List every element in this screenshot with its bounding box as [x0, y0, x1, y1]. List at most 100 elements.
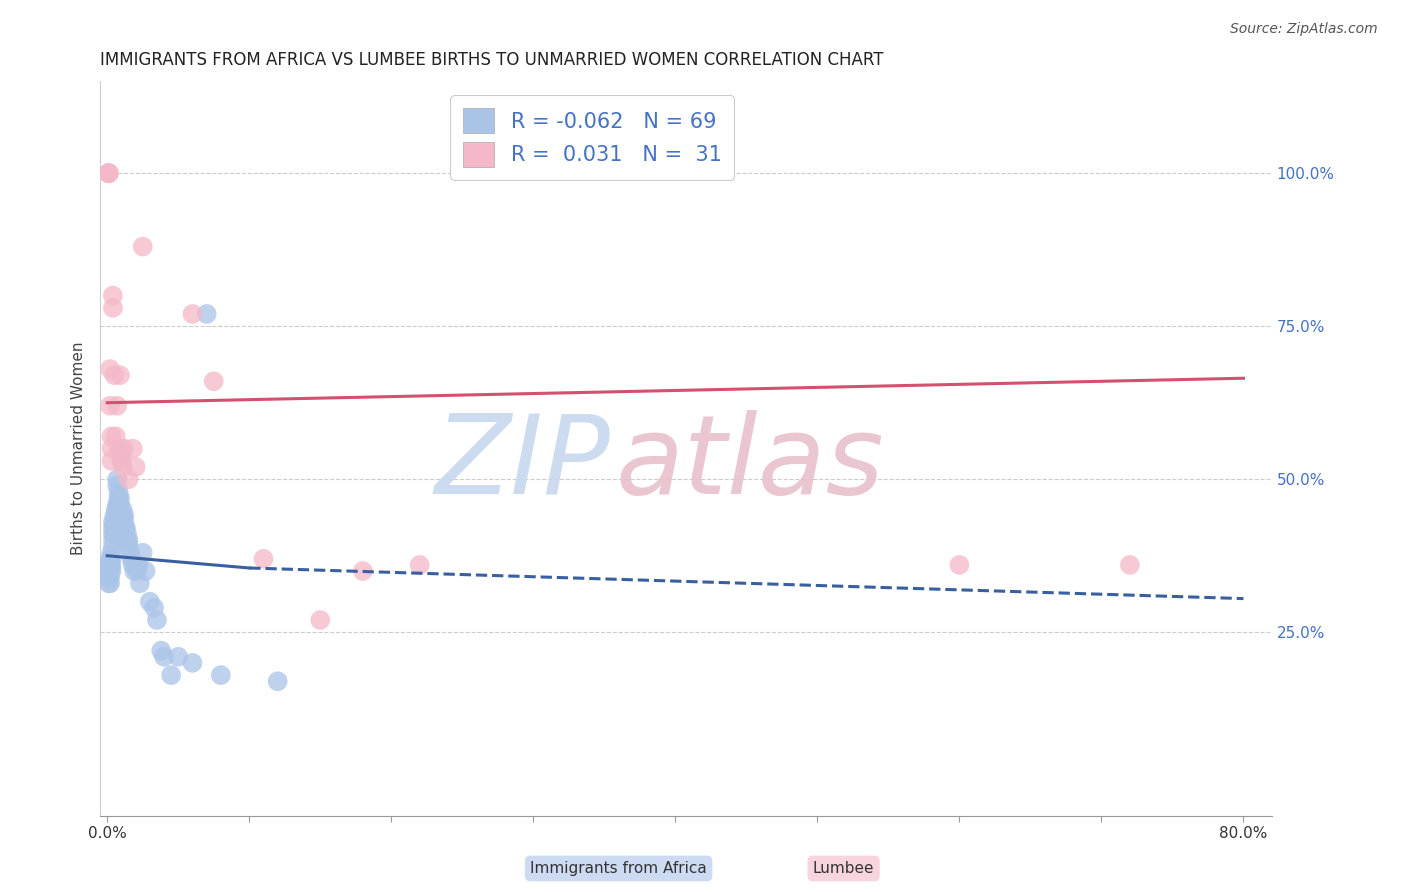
Point [100, 454, 122, 468]
Point [100, 546, 122, 560]
Text: Immigrants from Africa: Immigrants from Africa [530, 861, 707, 876]
Point [110, 454, 132, 468]
Point [111, 508, 134, 523]
Point [97, 576, 120, 591]
Point [948, 558, 970, 572]
Point [135, 564, 157, 578]
Point [1119, 558, 1142, 572]
Point [209, 668, 232, 682]
Point [153, 649, 176, 664]
Point [100, 429, 122, 443]
Point [132, 546, 155, 560]
Point [98, 551, 121, 566]
Point [98, 399, 121, 413]
Point [139, 595, 162, 609]
Point [104, 503, 127, 517]
Point [101, 533, 124, 548]
Point [115, 527, 138, 541]
Point [195, 307, 218, 321]
Point [97, 166, 120, 180]
Point [103, 368, 125, 383]
Point [97, 166, 120, 180]
Point [104, 508, 127, 523]
Point [107, 497, 129, 511]
Point [143, 600, 166, 615]
Point [352, 564, 374, 578]
Point [105, 472, 128, 486]
Point [108, 497, 131, 511]
Point [150, 643, 173, 657]
Point [120, 551, 142, 566]
Point [101, 527, 124, 541]
Point [100, 551, 122, 566]
Text: IMMIGRANTS FROM AFRICA VS LUMBEE BIRTHS TO UNMARRIED WOMEN CORRELATION CHART: IMMIGRANTS FROM AFRICA VS LUMBEE BIRTHS … [100, 51, 883, 69]
Point [112, 515, 135, 529]
Text: Source: ZipAtlas.com: Source: ZipAtlas.com [1230, 22, 1378, 37]
Point [132, 239, 155, 253]
Point [110, 442, 132, 456]
Point [101, 301, 124, 315]
Point [100, 564, 122, 578]
Text: atlas: atlas [616, 409, 884, 516]
Point [105, 503, 128, 517]
Point [114, 521, 136, 535]
Point [101, 288, 124, 302]
Point [103, 515, 125, 529]
Point [103, 508, 125, 523]
Point [181, 656, 204, 670]
Point [105, 399, 128, 413]
Point [112, 442, 135, 456]
Point [110, 448, 132, 462]
Point [98, 564, 121, 578]
Point [101, 515, 124, 529]
Point [127, 558, 149, 572]
Point [108, 368, 131, 383]
Y-axis label: Births to Unmarried Women: Births to Unmarried Women [72, 342, 86, 556]
Point [125, 564, 148, 578]
Point [409, 558, 432, 572]
Point [98, 362, 121, 376]
Point [181, 307, 204, 321]
Point [104, 521, 127, 535]
Point [115, 533, 138, 548]
Point [98, 576, 121, 591]
Point [107, 442, 129, 456]
Point [97, 564, 120, 578]
Point [97, 166, 120, 180]
Point [124, 558, 146, 572]
Point [105, 497, 128, 511]
Point [100, 558, 122, 572]
Point [107, 484, 129, 499]
Point [309, 613, 332, 627]
Point [160, 668, 183, 682]
Point [103, 521, 125, 535]
Point [252, 551, 274, 566]
Point [117, 540, 139, 554]
Point [108, 491, 131, 505]
Point [117, 533, 139, 548]
Point [122, 564, 145, 578]
Point [111, 460, 134, 475]
Point [202, 374, 225, 388]
Point [101, 540, 124, 554]
Point [167, 649, 190, 664]
Point [98, 558, 121, 572]
Point [110, 454, 132, 468]
Point [112, 508, 135, 523]
Point [118, 546, 141, 560]
Point [101, 521, 124, 535]
Point [129, 576, 152, 591]
Point [266, 674, 288, 689]
Point [104, 515, 127, 529]
Point [146, 613, 169, 627]
Point [114, 521, 136, 535]
Point [98, 570, 121, 584]
Point [97, 166, 120, 180]
Point [107, 491, 129, 505]
Point [121, 558, 143, 572]
Legend: R = -0.062   N = 69, R =  0.031   N =  31: R = -0.062 N = 69, R = 0.031 N = 31 [450, 95, 734, 179]
Point [100, 442, 122, 456]
Point [105, 478, 128, 492]
Point [97, 558, 120, 572]
Text: Lumbee: Lumbee [813, 861, 875, 876]
